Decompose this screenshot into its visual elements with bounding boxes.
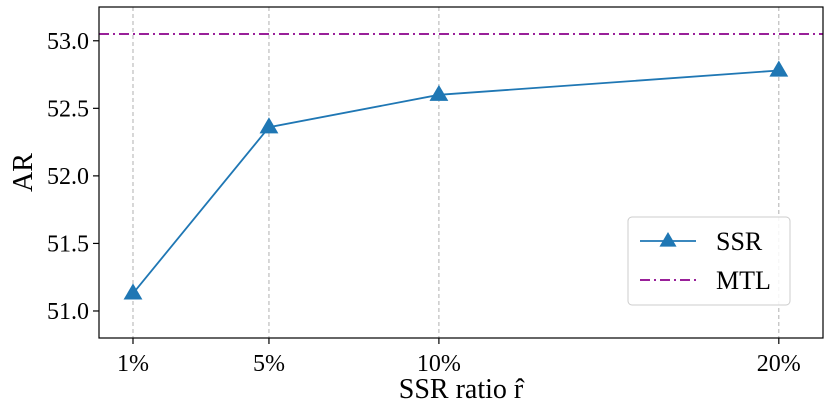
x-tick-label-1: 5% [253,351,285,377]
x-axis: 1% 5% 10% 20% [117,338,801,377]
series-line-ssr [132,69,779,294]
data-point-ssr-1 [259,117,279,134]
y-tick-label-2: 52.0 [47,164,89,190]
y-tick-label-4: 53.0 [47,29,89,55]
y-tick-label-3: 52.5 [47,96,89,122]
x-tick-label-3: 20% [757,351,801,377]
legend-label-mtl: MTL [716,266,771,295]
plot-frame [98,6,824,339]
y-axis: 51.0 51.5 52.0 52.5 53.0 [47,29,99,325]
y-tick-label-0: 51.0 [47,299,89,325]
legend: SSR MTL [627,216,791,306]
x-axis-label: SSR ratio r̂ [399,374,525,405]
legend-marker-ssr [659,232,677,247]
x-tick-label-0: 1% [117,351,149,377]
y-tick-label-1: 51.5 [47,231,89,257]
series-layer [123,60,789,300]
legend-label-ssr: SSR [716,227,763,256]
y-axis-label: AR [8,153,39,192]
x-tick-label-2: 10% [417,351,461,377]
data-point-ssr-0 [123,283,143,300]
data-point-ssr-2 [429,84,449,101]
data-point-ssr-3 [769,60,789,77]
